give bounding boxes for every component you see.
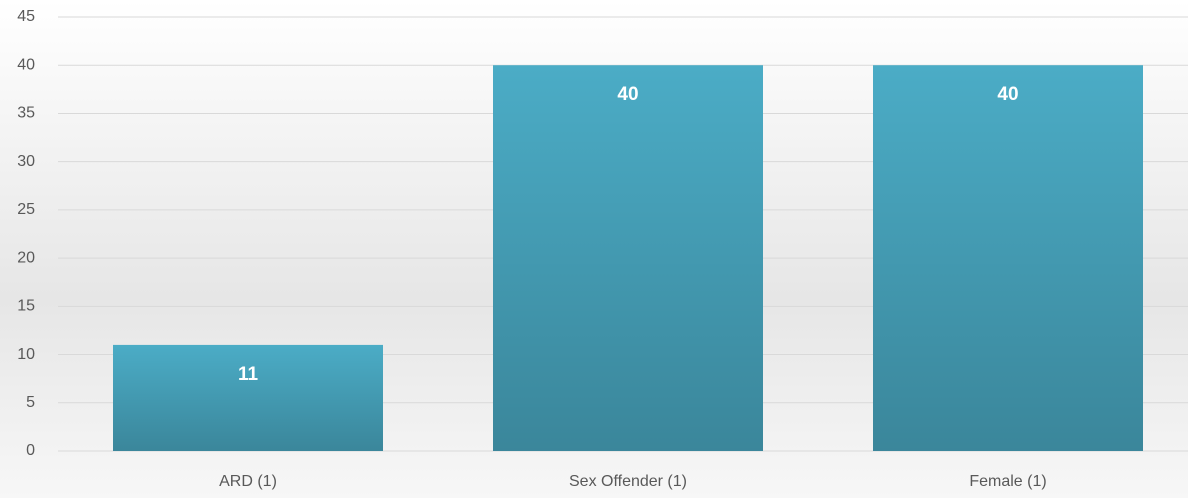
y-tick-label: 20 bbox=[17, 249, 35, 266]
bar-shade bbox=[873, 65, 1143, 451]
y-tick-label: 5 bbox=[26, 394, 35, 411]
x-tick-label: Sex Offender (1) bbox=[569, 473, 687, 490]
y-tick-label: 15 bbox=[17, 298, 35, 315]
y-tick-label: 35 bbox=[17, 105, 35, 122]
value-label: 40 bbox=[617, 84, 638, 105]
x-tick-label: ARD (1) bbox=[219, 473, 277, 490]
bar-shade bbox=[493, 65, 763, 451]
y-tick-label: 25 bbox=[17, 201, 35, 218]
bar-shade bbox=[113, 344, 383, 451]
y-tick-label: 0 bbox=[26, 442, 35, 459]
value-label: 11 bbox=[238, 364, 259, 385]
value-label: 40 bbox=[997, 84, 1018, 105]
y-tick-label: 45 bbox=[17, 8, 35, 25]
y-tick-label: 40 bbox=[17, 56, 35, 73]
y-tick-label: 30 bbox=[17, 153, 35, 170]
y-tick-label: 10 bbox=[17, 346, 35, 363]
x-tick-label: Female (1) bbox=[969, 473, 1046, 490]
